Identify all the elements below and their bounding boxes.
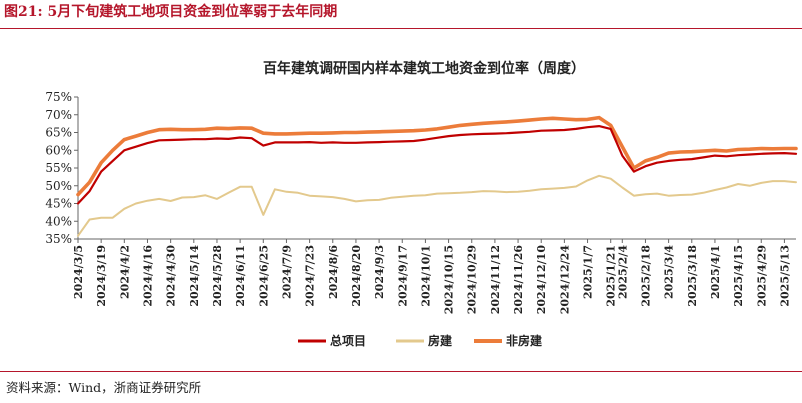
y-tick-label: 50% bbox=[45, 179, 72, 193]
x-tick-label: 2024/8/20 bbox=[350, 245, 363, 307]
x-tick-label: 2024/6/25 bbox=[257, 245, 270, 307]
x-tick-label: 2024/5/14 bbox=[188, 245, 201, 307]
x-tick-label: 2024/5/28 bbox=[211, 245, 224, 307]
x-axis-ticks: 2024/3/5 2024/3/19 2024/4/2 2024/4/16 2024/4… bbox=[72, 239, 791, 314]
x-tick-label: 2024/4/2 bbox=[118, 245, 131, 299]
y-tick-label: 35% bbox=[45, 232, 72, 246]
legend-label-2: 非房建 bbox=[506, 333, 543, 348]
x-tick-label: 2024/10/29 bbox=[466, 245, 479, 314]
x-tick-label: 2025/1/21 bbox=[605, 245, 618, 307]
y-tick-label: 65% bbox=[45, 126, 72, 140]
x-tick-label: 2024/8/6 bbox=[327, 245, 340, 299]
x-tick-label: 2025/2/18 bbox=[639, 245, 652, 307]
x-tick-label: 2025/2/4 bbox=[616, 245, 629, 299]
x-tick-label: 2024/12/10 bbox=[535, 245, 548, 315]
chart-title: 百年建筑调研国内样本建筑工地资金到位率（周度） bbox=[263, 60, 585, 77]
line-chart: 百年建筑调研国内样本建筑工地资金到位率（周度） 35% 40% 45% 50% 55% 6… bbox=[45, 60, 798, 348]
x-tick-label: 2024/3/5 bbox=[72, 245, 85, 299]
x-tick-label: 2024/9/17 bbox=[396, 245, 409, 307]
bottom-rule bbox=[0, 371, 802, 372]
series-line-0 bbox=[76, 125, 798, 205]
x-tick-label: 2025/3/4 bbox=[663, 245, 676, 299]
x-tick-label: 2024/4/30 bbox=[165, 245, 178, 307]
title-rule bbox=[0, 28, 802, 29]
y-tick-label: 70% bbox=[45, 108, 72, 122]
legend-label-1: 房建 bbox=[428, 333, 453, 348]
y-tick-label: 55% bbox=[45, 161, 72, 175]
x-tick-label: 2024/7/23 bbox=[304, 245, 317, 307]
y-tick-label: 75% bbox=[45, 90, 72, 104]
x-tick-label: 2025/1/7 bbox=[582, 245, 595, 299]
y-axis-ticks: 35% 40% 45% 50% 55% 60% 65% 70% 75% bbox=[45, 90, 78, 246]
figure-title: 图21: 5月下旬建筑工地项目资金到位率弱于去年同期 bbox=[4, 4, 338, 20]
x-tick-label: 2025/4/1 bbox=[709, 245, 722, 299]
y-tick-label: 40% bbox=[45, 214, 72, 228]
y-tick-label: 60% bbox=[45, 143, 72, 157]
x-tick-label: 2025/4/15 bbox=[732, 245, 745, 307]
series-line-1 bbox=[77, 174, 797, 237]
legend-label-0: 总项目 bbox=[330, 333, 366, 348]
x-tick-label: 2024/9/3 bbox=[373, 245, 386, 299]
x-tick-label: 2025/4/29 bbox=[755, 245, 768, 307]
x-tick-label: 2024/10/15 bbox=[443, 245, 456, 314]
source-note: 资料来源：Wind，浙商证券研究所 bbox=[6, 380, 202, 395]
legend: 总项目 房建 非房建 bbox=[298, 333, 543, 348]
x-tick-label: 2024/7/9 bbox=[280, 245, 293, 299]
y-tick-label: 45% bbox=[45, 197, 72, 211]
axes bbox=[77, 97, 796, 240]
x-tick-label: 2024/4/16 bbox=[141, 245, 154, 307]
x-tick-label: 2024/3/19 bbox=[95, 245, 108, 307]
x-tick-label: 2024/11/12 bbox=[489, 245, 502, 314]
series-lines bbox=[76, 115, 798, 237]
x-tick-label: 2024/11/26 bbox=[512, 245, 525, 315]
x-tick-label: 2024/10/1 bbox=[419, 245, 432, 307]
series-line-2 bbox=[76, 115, 798, 197]
x-tick-label: 2024/12/24 bbox=[558, 245, 571, 315]
x-tick-label: 2025/3/18 bbox=[686, 245, 699, 307]
x-tick-label: 2025/5/13 bbox=[778, 245, 791, 307]
x-tick-label: 2024/6/11 bbox=[234, 245, 247, 307]
